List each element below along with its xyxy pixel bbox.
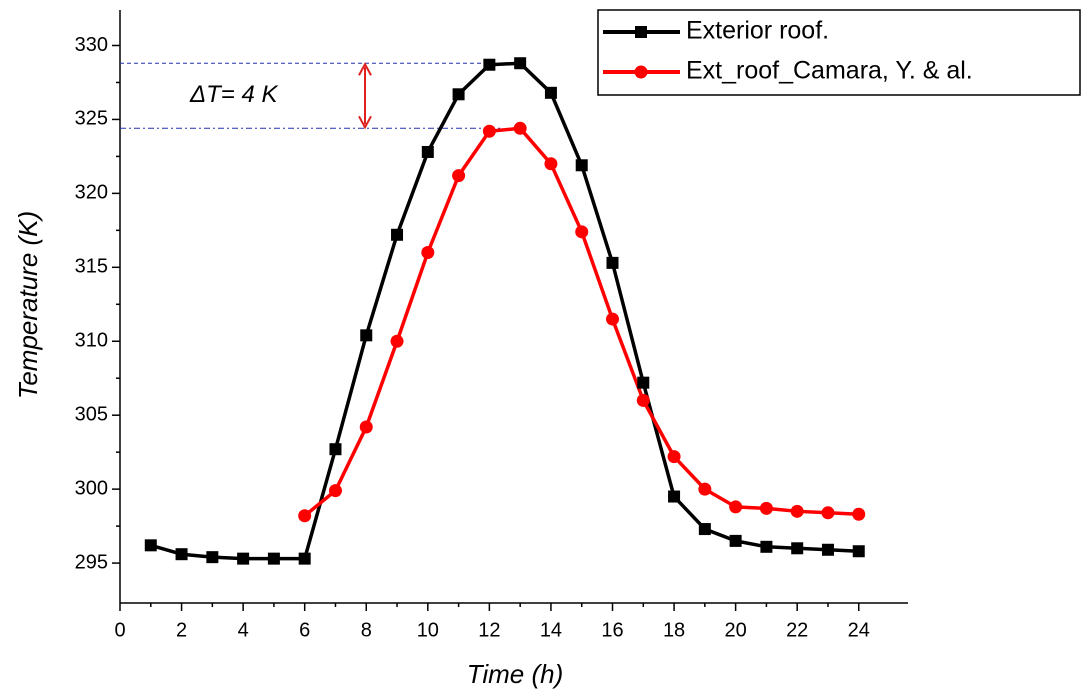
marker xyxy=(206,551,219,564)
x-axis-title: Time (h) xyxy=(467,659,564,689)
x-tick-label: 22 xyxy=(786,619,808,641)
marker xyxy=(482,124,496,138)
x-tick-label: 18 xyxy=(663,619,685,641)
marker xyxy=(144,539,157,552)
marker xyxy=(483,58,496,71)
marker xyxy=(544,86,557,99)
marker xyxy=(821,506,835,520)
marker xyxy=(237,552,250,565)
y-tick-label: 325 xyxy=(75,108,108,130)
marker xyxy=(421,246,435,260)
y-tick-label: 300 xyxy=(75,477,108,499)
marker xyxy=(606,256,619,269)
series-line xyxy=(150,61,859,561)
marker xyxy=(514,57,527,70)
marker xyxy=(298,509,312,523)
marker xyxy=(606,312,619,326)
marker xyxy=(852,545,865,558)
marker xyxy=(391,228,404,241)
marker xyxy=(359,420,373,434)
marker xyxy=(852,507,866,521)
y-tick-label: 320 xyxy=(75,182,108,204)
legend-box xyxy=(597,9,1081,96)
legend-label: Ext_roof_Camara, Y. & al. xyxy=(686,57,973,85)
marker xyxy=(452,169,466,183)
x-tick-label: 24 xyxy=(848,619,870,641)
marker xyxy=(668,490,681,503)
y-tick-label: 315 xyxy=(75,256,108,278)
marker xyxy=(698,482,712,496)
marker xyxy=(729,500,743,514)
x-tick-label: 0 xyxy=(114,619,125,641)
x-tick-label: 6 xyxy=(299,619,310,641)
marker xyxy=(759,501,773,515)
marker xyxy=(329,443,342,456)
marker xyxy=(513,121,527,135)
x-tick-label: 8 xyxy=(361,619,372,641)
marker xyxy=(634,65,648,79)
x-tick-label: 4 xyxy=(238,619,249,641)
marker xyxy=(360,329,373,342)
marker xyxy=(635,26,647,38)
legend: Exterior roof. Ext_roof_Camara, Y. & al. xyxy=(597,9,1081,96)
marker xyxy=(790,504,804,518)
marker xyxy=(575,159,588,172)
x-tick-label: 10 xyxy=(417,619,439,641)
marker xyxy=(298,552,311,565)
legend-label: Exterior roof. xyxy=(686,17,829,45)
marker xyxy=(729,534,742,547)
y-tick-label: 310 xyxy=(75,330,108,352)
marker xyxy=(760,540,773,553)
marker xyxy=(544,157,558,171)
x-tick-label: 16 xyxy=(601,619,623,641)
x-tick-label: 14 xyxy=(540,619,562,641)
marker xyxy=(390,334,404,348)
arrow-head xyxy=(358,62,372,76)
x-tick-label: 2 xyxy=(176,619,187,641)
y-axis-title: Temperature (K) xyxy=(13,211,43,399)
marker xyxy=(328,484,342,498)
marker xyxy=(175,548,188,561)
x-tick-label: 12 xyxy=(478,619,500,641)
marker xyxy=(267,552,280,565)
marker xyxy=(698,523,711,536)
marker xyxy=(637,376,650,389)
arrow-head xyxy=(358,115,372,130)
y-tick-label: 295 xyxy=(75,551,108,573)
marker xyxy=(791,542,804,555)
annotation: ΔT= 4 K xyxy=(189,81,278,108)
x-tick-label: 20 xyxy=(725,619,747,641)
marker xyxy=(821,543,834,556)
marker xyxy=(452,88,465,101)
marker xyxy=(667,450,681,464)
y-tick-label: 330 xyxy=(75,34,108,56)
series-line xyxy=(303,126,859,518)
marker xyxy=(575,225,589,239)
marker xyxy=(421,145,434,158)
marker xyxy=(636,393,650,407)
y-tick-label: 305 xyxy=(75,403,108,425)
